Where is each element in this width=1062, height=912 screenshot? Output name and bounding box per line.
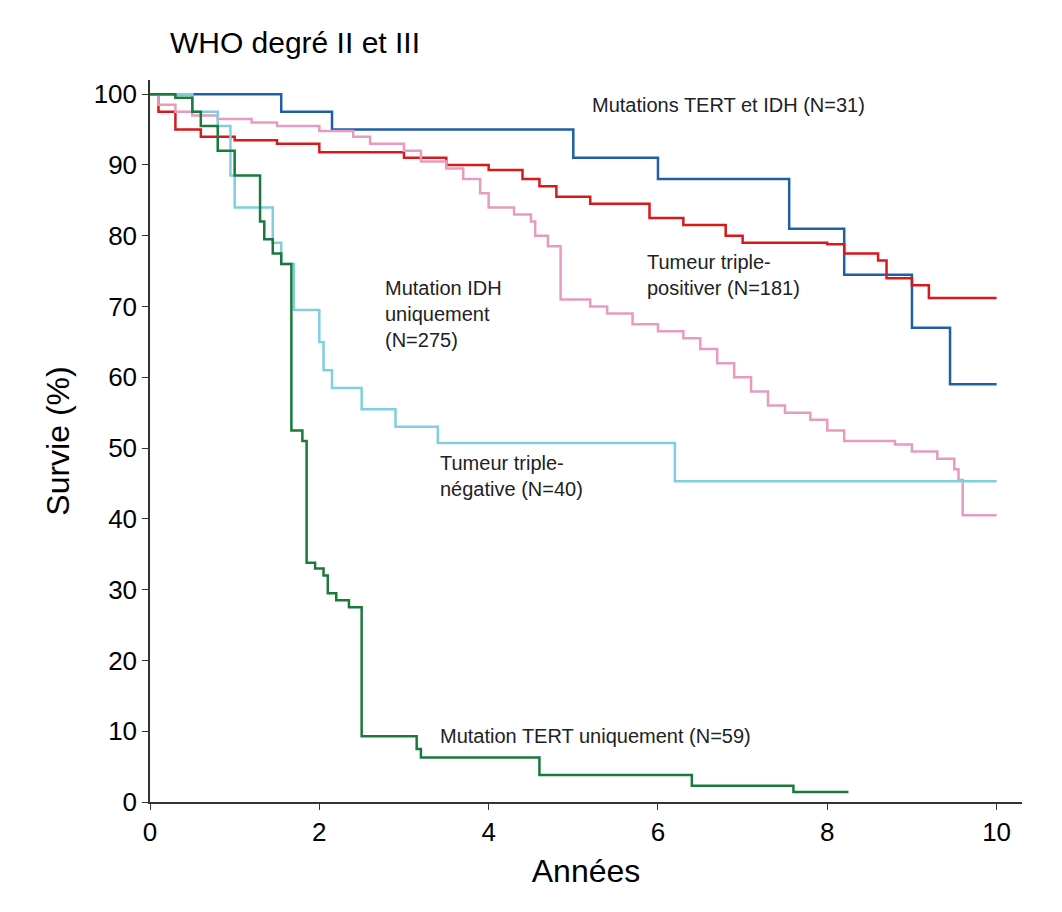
svg-text:8: 8 [820,817,834,847]
svg-text:10: 10 [108,716,137,746]
svg-text:Tumeur triple-positiver (N=181: Tumeur triple-positiver (N=181) [647,251,800,299]
svg-text:Mutation TERT uniquement (N=59: Mutation TERT uniquement (N=59) [440,725,751,747]
svg-text:Tumeur triple-négative (N=40): Tumeur triple-négative (N=40) [440,452,583,500]
svg-text:70: 70 [108,292,137,322]
svg-text:Survie (%): Survie (%) [40,366,76,515]
svg-text:Années: Années [532,853,641,889]
svg-text:30: 30 [108,575,137,605]
svg-text:60: 60 [108,362,137,392]
svg-text:Mutations TERT et IDH (N=31): Mutations TERT et IDH (N=31) [592,94,865,116]
svg-text:90: 90 [108,150,137,180]
svg-text:10: 10 [982,817,1011,847]
svg-text:100: 100 [94,79,137,109]
svg-text:50: 50 [108,433,137,463]
svg-text:WHO degré II et III: WHO degré II et III [170,26,420,59]
svg-text:6: 6 [651,817,665,847]
svg-text:80: 80 [108,221,137,251]
svg-text:4: 4 [481,817,495,847]
svg-text:Mutation IDHuniquement(N=275): Mutation IDHuniquement(N=275) [385,277,502,351]
svg-text:20: 20 [108,646,137,676]
svg-text:2: 2 [312,817,326,847]
svg-text:0: 0 [123,787,137,817]
svg-text:0: 0 [143,817,157,847]
svg-text:40: 40 [108,504,137,534]
